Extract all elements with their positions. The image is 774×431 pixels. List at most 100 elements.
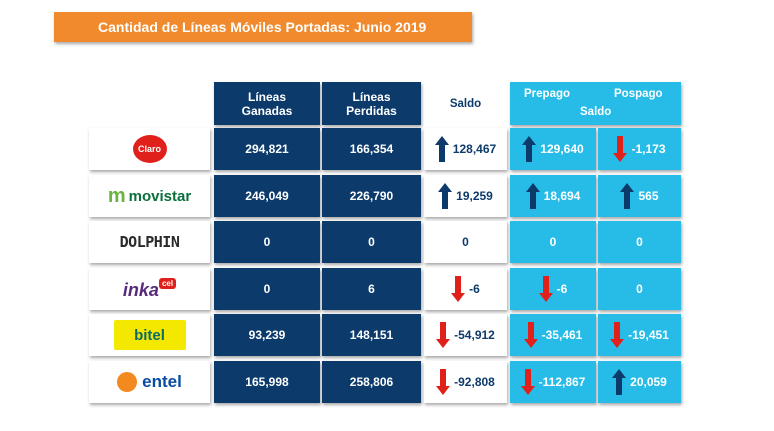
arrow-up-icon <box>522 136 537 162</box>
cell-prepago: -112,867 <box>510 361 596 403</box>
bitel-logo: bitel <box>113 320 186 350</box>
header-saldo-group: Prepago Pospago Saldo <box>510 82 681 125</box>
cell-saldo: 0 <box>424 221 507 263</box>
cell-pospago: 0 <box>598 268 681 310</box>
cell-saldo: -92,808 <box>424 361 507 403</box>
arrow-down-icon <box>610 322 625 348</box>
arrow-down-icon <box>538 276 553 302</box>
cell-value: -19,451 <box>628 328 669 342</box>
cell-value: -1,173 <box>631 142 666 156</box>
page-title: Cantidad de Líneas Móviles Portadas: Jun… <box>54 12 472 42</box>
cell-value: 20,059 <box>630 375 667 389</box>
header-saldo-sub: Saldo <box>580 106 612 118</box>
cell-perdidas: 148,151 <box>322 314 421 356</box>
cell-value: 0 <box>636 235 643 249</box>
cell-value: 0 <box>636 282 643 296</box>
cell-value: -6 <box>556 282 568 296</box>
cell-value: 128,467 <box>452 142 497 156</box>
cell-ganadas: 0 <box>214 268 320 310</box>
arrow-down-icon <box>451 276 466 302</box>
arrow-up-icon <box>434 136 449 162</box>
cell-value: 19,259 <box>456 189 493 203</box>
cell-ganadas: 0 <box>214 221 320 263</box>
cell-value: 0 <box>549 235 557 249</box>
cell-value: -6 <box>469 282 480 296</box>
cell-prepago: -6 <box>510 268 596 310</box>
cell-ganadas: 294,821 <box>214 128 320 170</box>
movistar-m-icon: m <box>107 184 126 207</box>
header-ganadas-line2: Ganadas <box>241 103 293 118</box>
movistar-logo-text: movistar <box>128 187 192 205</box>
arrow-down-icon <box>613 136 628 162</box>
inkacel-logo-text: inka <box>122 279 159 300</box>
cell-value: 0 <box>462 235 469 249</box>
inkacel-logo: inka cel <box>122 277 177 301</box>
operator-logo-cell: bitel <box>89 314 210 356</box>
cell-value: 0 <box>263 235 271 249</box>
cell-value: 93,239 <box>248 328 286 342</box>
arrow-down-icon <box>520 369 535 395</box>
header-pospago: Pospago <box>614 88 663 100</box>
cell-value: 0 <box>368 235 375 249</box>
arrow-down-icon <box>436 322 451 348</box>
entel-logo-text: entel <box>142 372 182 391</box>
arrow-down-icon <box>436 369 451 395</box>
cell-saldo: -54,912 <box>424 314 507 356</box>
cell-prepago: 129,640 <box>510 128 596 170</box>
cell-value: 165,998 <box>245 375 289 389</box>
cell-value: -112,867 <box>538 375 586 389</box>
operator-logo-cell: m movistar <box>89 175 210 217</box>
movistar-logo: m movistar <box>108 185 191 208</box>
cell-perdidas: 258,806 <box>322 361 421 403</box>
cell-prepago: -35,461 <box>510 314 596 356</box>
cell-value: 18,694 <box>543 189 581 203</box>
cell-value: 258,806 <box>349 375 394 389</box>
cell-value: 246,049 <box>245 189 289 203</box>
arrow-up-icon <box>620 183 635 209</box>
header-lineas-perdidas: Líneas Perdidas <box>322 82 421 125</box>
cell-value: -92,808 <box>454 375 495 389</box>
cell-perdidas: 0 <box>322 221 421 263</box>
cell-value: 0 <box>263 282 271 296</box>
cell-pospago: 565 <box>598 175 681 217</box>
operator-logo-cell: DOLPHIN <box>89 221 210 263</box>
cell-value: 129,640 <box>540 142 584 156</box>
bitel-logo-text: bitel <box>134 326 165 344</box>
arrow-up-icon <box>438 183 453 209</box>
dolphin-logo: DOLPHIN <box>120 233 180 251</box>
claro-logo: Claro <box>132 135 167 163</box>
header-perdidas-line2: Perdidas <box>346 103 397 118</box>
cell-perdidas: 226,790 <box>322 175 421 217</box>
cell-value: 6 <box>368 282 375 296</box>
header-perdidas-line1: Líneas <box>352 89 391 104</box>
cell-value: 294,821 <box>245 142 289 156</box>
cell-value: 226,790 <box>349 189 394 203</box>
header-prepago: Prepago <box>524 88 571 100</box>
cell-pospago: -19,451 <box>598 314 681 356</box>
cell-pospago: 20,059 <box>598 361 681 403</box>
header-ganadas-line1: Líneas <box>247 89 286 104</box>
cell-perdidas: 166,354 <box>322 128 421 170</box>
cell-perdidas: 6 <box>322 268 421 310</box>
cell-ganadas: 165,998 <box>214 361 320 403</box>
cell-prepago: 0 <box>510 221 596 263</box>
cell-ganadas: 246,049 <box>214 175 320 217</box>
cell-saldo: -6 <box>424 268 507 310</box>
claro-logo-text: Claro <box>137 144 161 154</box>
header-saldo: Saldo <box>424 82 507 125</box>
cell-pospago: 0 <box>598 221 681 263</box>
entel-logo: entel <box>117 372 182 392</box>
cell-ganadas: 93,239 <box>214 314 320 356</box>
arrow-down-icon <box>523 322 538 348</box>
cell-value: -54,912 <box>454 328 495 342</box>
operator-logo-cell: Claro <box>89 128 210 170</box>
entel-e-icon <box>117 372 138 392</box>
cell-value: 148,151 <box>349 328 394 342</box>
cell-prepago: 18,694 <box>510 175 596 217</box>
cell-pospago: -1,173 <box>598 128 681 170</box>
header-lineas-ganadas: Líneas Ganadas <box>214 82 320 125</box>
operator-logo-cell: entel <box>89 361 210 403</box>
cell-saldo: 19,259 <box>424 175 507 217</box>
arrow-up-icon <box>612 369 627 395</box>
dolphin-logo-text: DOLPHIN <box>119 233 180 251</box>
